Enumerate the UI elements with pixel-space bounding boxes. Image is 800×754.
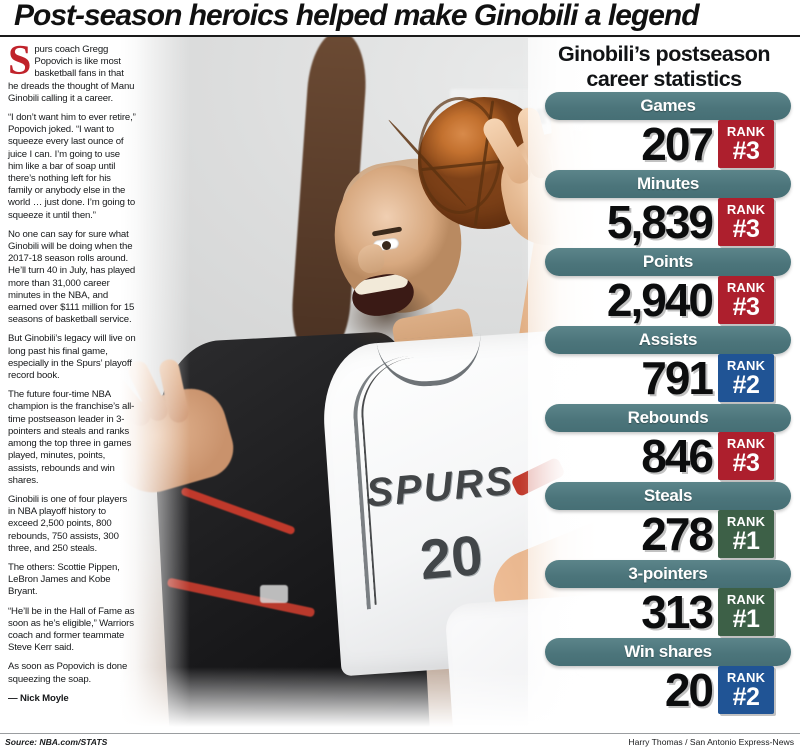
source-note: Source: NBA.com/STATS bbox=[5, 737, 108, 747]
stat-row: Games 207 RANK #3 bbox=[528, 92, 800, 170]
rank-badge: RANK #1 bbox=[718, 588, 774, 636]
rank-badge-label: RANK bbox=[726, 436, 766, 451]
stat-value-line: 278 RANK #1 bbox=[528, 508, 800, 560]
rank-badge: RANK #2 bbox=[718, 666, 774, 714]
stats-panel: Ginobili’s postseason career statistics … bbox=[528, 38, 800, 728]
footer-divider bbox=[0, 733, 800, 734]
stat-value: 20 bbox=[664, 664, 714, 716]
stat-label: Win shares bbox=[624, 642, 712, 661]
shooter-pupil bbox=[382, 241, 391, 250]
rank-badge: RANK #3 bbox=[718, 198, 774, 246]
rank-badge: RANK #1 bbox=[718, 510, 774, 558]
rank-badge-value: #1 bbox=[732, 605, 760, 633]
article-byline: — Nick Moyle bbox=[8, 692, 69, 704]
stat-label: 3-pointers bbox=[628, 564, 708, 583]
rank-badge-value: #3 bbox=[732, 293, 760, 321]
rank-badge-value: #3 bbox=[732, 449, 760, 477]
stat-label: Games bbox=[640, 96, 696, 115]
stat-label: Steals bbox=[643, 486, 693, 505]
ball-seam bbox=[418, 97, 501, 214]
defender-nba-logo bbox=[260, 585, 288, 603]
rank-badge: RANK #3 bbox=[718, 120, 774, 168]
article-paragraph: “I don’t want him to ever retire,” Popov… bbox=[8, 112, 136, 221]
stat-label-pill: Win shares bbox=[545, 638, 791, 666]
article-paragraph: The others: Scottie Pippen, LeBron James… bbox=[8, 561, 120, 598]
stat-row: Win shares 20 RANK #2 bbox=[528, 638, 800, 716]
rank-badge-value: #3 bbox=[732, 137, 760, 165]
stats-panel-title: Ginobili’s postseason career statistics bbox=[557, 42, 771, 91]
page-title: Post-season heroics helped make Ginobili… bbox=[14, 0, 700, 32]
stat-value-line: 20 RANK #2 bbox=[528, 664, 800, 716]
article-paragraph: But Ginobili’s legacy will live on long … bbox=[8, 333, 136, 382]
article-column: S purs coach Gregg Popovich is like most… bbox=[8, 38, 136, 712]
stat-value-line: 313 RANK #1 bbox=[528, 586, 800, 638]
stat-value: 278 bbox=[641, 508, 714, 560]
stat-value: 2,940 bbox=[606, 274, 714, 326]
stats-row-list: Games 207 RANK #3 Minutes 5,839 RANK #3 Points 2,… bbox=[528, 92, 800, 716]
photo-left-fade bbox=[120, 37, 190, 727]
stat-label-pill: Steals bbox=[545, 482, 791, 510]
headline-divider bbox=[0, 35, 800, 37]
rank-badge-value: #1 bbox=[732, 527, 760, 555]
stat-label-pill: Rebounds bbox=[545, 404, 791, 432]
article-paragraph: “He’ll be in the Hall of Fame as soon as… bbox=[8, 605, 135, 654]
stat-value: 5,839 bbox=[606, 196, 714, 248]
stat-value: 846 bbox=[641, 430, 714, 482]
rank-badge-label: RANK bbox=[726, 280, 766, 295]
headline-bar: Post-season heroics helped make Ginobili… bbox=[0, 0, 800, 36]
rank-badge-value: #2 bbox=[732, 683, 760, 711]
rank-badge-label: RANK bbox=[726, 202, 766, 217]
rank-badge: RANK #3 bbox=[718, 432, 774, 480]
stat-label-pill: 3-pointers bbox=[545, 560, 791, 588]
stat-row: Minutes 5,839 RANK #3 bbox=[528, 170, 800, 248]
stat-value: 313 bbox=[641, 586, 714, 638]
stat-value-line: 846 RANK #3 bbox=[528, 430, 800, 482]
stat-label-pill: Assists bbox=[545, 326, 791, 354]
stat-value-line: 207 RANK #3 bbox=[528, 118, 800, 170]
stat-label: Rebounds bbox=[627, 408, 709, 427]
stat-value: 207 bbox=[641, 118, 714, 170]
stat-label-pill: Minutes bbox=[545, 170, 791, 198]
stat-value-line: 791 RANK #2 bbox=[528, 352, 800, 404]
article-paragraph: The future four-time NBA champion is the… bbox=[8, 389, 135, 486]
article-paragraph: No one can say for sure what Ginobili wi… bbox=[8, 228, 136, 326]
stat-label: Minutes bbox=[636, 174, 700, 193]
rank-badge-value: #3 bbox=[732, 215, 760, 243]
article-lede: S purs coach Gregg Popovich is like most… bbox=[8, 38, 136, 105]
rank-badge: RANK #2 bbox=[718, 354, 774, 402]
rank-badge-label: RANK bbox=[726, 358, 766, 373]
rank-badge-label: RANK bbox=[726, 670, 766, 685]
stat-row: Assists 791 RANK #2 bbox=[528, 326, 800, 404]
drop-cap: S bbox=[8, 38, 32, 84]
stat-row: Points 2,940 RANK #3 bbox=[528, 248, 800, 326]
rank-badge-label: RANK bbox=[726, 124, 766, 139]
stat-label: Assists bbox=[638, 330, 698, 349]
stat-row: 3-pointers 313 RANK #1 bbox=[528, 560, 800, 638]
article-paragraph: purs coach Gregg Popovich is like most b… bbox=[8, 44, 135, 104]
rank-badge-value: #2 bbox=[732, 371, 760, 399]
rank-badge: RANK #3 bbox=[718, 276, 774, 324]
stat-label-pill: Points bbox=[545, 248, 791, 276]
stat-value-line: 5,839 RANK #3 bbox=[528, 196, 800, 248]
stat-row: Steals 278 RANK #1 bbox=[528, 482, 800, 560]
stat-label: Points bbox=[642, 252, 694, 271]
credit-note: Harry Thomas / San Antonio Express-News bbox=[628, 737, 794, 747]
stat-label-pill: Games bbox=[545, 92, 791, 120]
stat-value-line: 2,940 RANK #3 bbox=[528, 274, 800, 326]
stat-row: Rebounds 846 RANK #3 bbox=[528, 404, 800, 482]
stat-value: 791 bbox=[641, 352, 714, 404]
rank-badge-label: RANK bbox=[726, 592, 766, 607]
article-paragraph: Ginobili is one of four players in NBA p… bbox=[8, 493, 128, 554]
rank-badge-label: RANK bbox=[726, 514, 766, 529]
article-paragraph: As soon as Popovich is done squeezing th… bbox=[8, 661, 128, 685]
